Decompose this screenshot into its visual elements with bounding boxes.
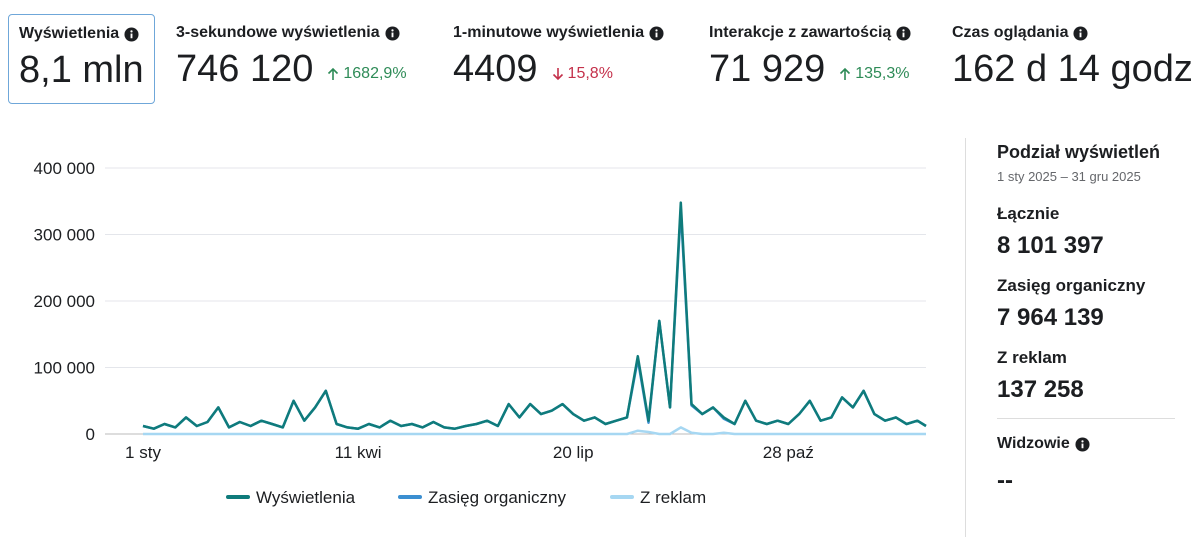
metric-card[interactable]: Wyświetlenia 8,1 mln	[8, 14, 155, 104]
info-icon[interactable]	[385, 25, 400, 41]
viewers-label-text: Widzowie	[997, 435, 1070, 452]
breakdown-label: Zasięg organiczny	[997, 276, 1146, 295]
metric-value-row: 71 929 135,3%	[709, 48, 911, 91]
metric-label-text: 1-minutowe wyświetlenia	[453, 24, 645, 41]
metric-label: Interakcje z zawartością	[709, 24, 911, 42]
metric-label-text: Wyświetlenia	[19, 25, 120, 42]
info-icon[interactable]	[1075, 436, 1090, 452]
breakdown-item: Łącznie 8 101 397	[997, 204, 1200, 260]
breakdown: Łącznie 8 101 397 Zasięg organiczny 7 964 1…	[997, 204, 1200, 404]
metric-value-row: 746 120 1682,9%	[176, 48, 407, 91]
viewers-value: --	[997, 467, 1013, 494]
legend-label: Zasięg organiczny	[428, 488, 566, 507]
breakdown-value: 137 258	[997, 376, 1084, 403]
breakdown-item: Zasięg organiczny 7 964 139	[997, 276, 1200, 332]
x-tick-label: 28 paź	[763, 443, 814, 462]
metric-label-text: Interakcje z zawartością	[709, 24, 892, 41]
metric-label: 3-sekundowe wyświetlenia	[176, 24, 407, 42]
y-tick-label: 400 000	[34, 159, 95, 178]
divider	[997, 418, 1175, 419]
series-line	[143, 426, 926, 436]
metric-card[interactable]: Czas oglądania 162 d 14 godz	[942, 14, 1200, 104]
viewers-label: Widzowie	[997, 435, 1200, 453]
y-tick-label: 300 000	[34, 226, 95, 245]
metric-value: 71 929	[709, 48, 826, 90]
metric-change: 135,3%	[839, 65, 910, 83]
y-tick-label: 200 000	[34, 292, 95, 311]
metric-change: 15,8%	[552, 65, 613, 83]
metric-value-row: 8,1 mln	[19, 49, 144, 92]
metric-change: 1682,9%	[327, 65, 407, 83]
arrow-up	[328, 67, 339, 80]
info-icon[interactable]	[1073, 25, 1089, 41]
metric-change-text: 1682,9%	[343, 65, 407, 82]
info-icon[interactable]	[896, 25, 911, 41]
metric-value: 8,1 mln	[19, 49, 144, 91]
metric-value-row: 4409 15,8%	[453, 48, 664, 91]
legend-label: Wyświetlenia	[256, 488, 356, 507]
metric-label: Czas oglądania	[952, 24, 1193, 42]
metric-label-text: 3-sekundowe wyświetlenia	[176, 24, 380, 41]
metric-label-text: Czas oglądania	[952, 24, 1069, 41]
x-tick-label: 20 lip	[553, 443, 594, 462]
info-icon[interactable]	[124, 26, 139, 42]
info-icon[interactable]	[649, 25, 664, 41]
metric-value: 4409	[453, 48, 538, 90]
sidebar-period: 1 sty 2025 – 31 gru 2025	[997, 169, 1141, 184]
metric-card[interactable]: 3-sekundowe wyświetlenia 746 120 1682,9%	[166, 14, 417, 104]
x-tick-label: 1 sty	[125, 443, 161, 462]
arrow-up	[840, 67, 851, 80]
metric-card[interactable]: Interakcje z zawartością 71 929 135,3%	[699, 14, 921, 104]
metric-change-text: 15,8%	[567, 65, 613, 82]
metric-value: 746 120	[176, 48, 314, 90]
breakdown-item: Z reklam 137 258	[997, 348, 1200, 404]
metric-label: Wyświetlenia	[19, 25, 144, 43]
x-tick-label: 11 kwi	[335, 443, 382, 462]
metric-change-text: 135,3%	[855, 65, 910, 82]
arrow-down	[552, 68, 563, 81]
sidebar-title: Podział wyświetleń	[997, 142, 1161, 162]
y-tick-label: 0	[86, 425, 95, 444]
series-line	[142, 201, 927, 430]
metric-label: 1-minutowe wyświetlenia	[453, 24, 664, 42]
chart: 0 100 000 200 000 300 000 400 000 1 sty 11 kwi…	[34, 159, 927, 507]
metric-card[interactable]: 1-minutowe wyświetlenia 4409 15,8%	[443, 14, 674, 104]
metric-value-row: 162 d 14 godz	[952, 48, 1193, 91]
metric-value: 162 d 14 godz	[952, 48, 1193, 90]
sidebar: Podział wyświetleń 1 sty 2025 – 31 gru 2…	[965, 138, 1200, 537]
y-tick-label: 100 000	[34, 359, 95, 378]
breakdown-label: Łącznie	[997, 204, 1060, 223]
breakdown-value: 7 964 139	[997, 304, 1104, 331]
legend-label: Z reklam	[640, 488, 706, 507]
breakdown-value: 8 101 397	[997, 232, 1104, 259]
series-line	[142, 207, 927, 430]
breakdown-label: Z reklam	[997, 348, 1067, 367]
